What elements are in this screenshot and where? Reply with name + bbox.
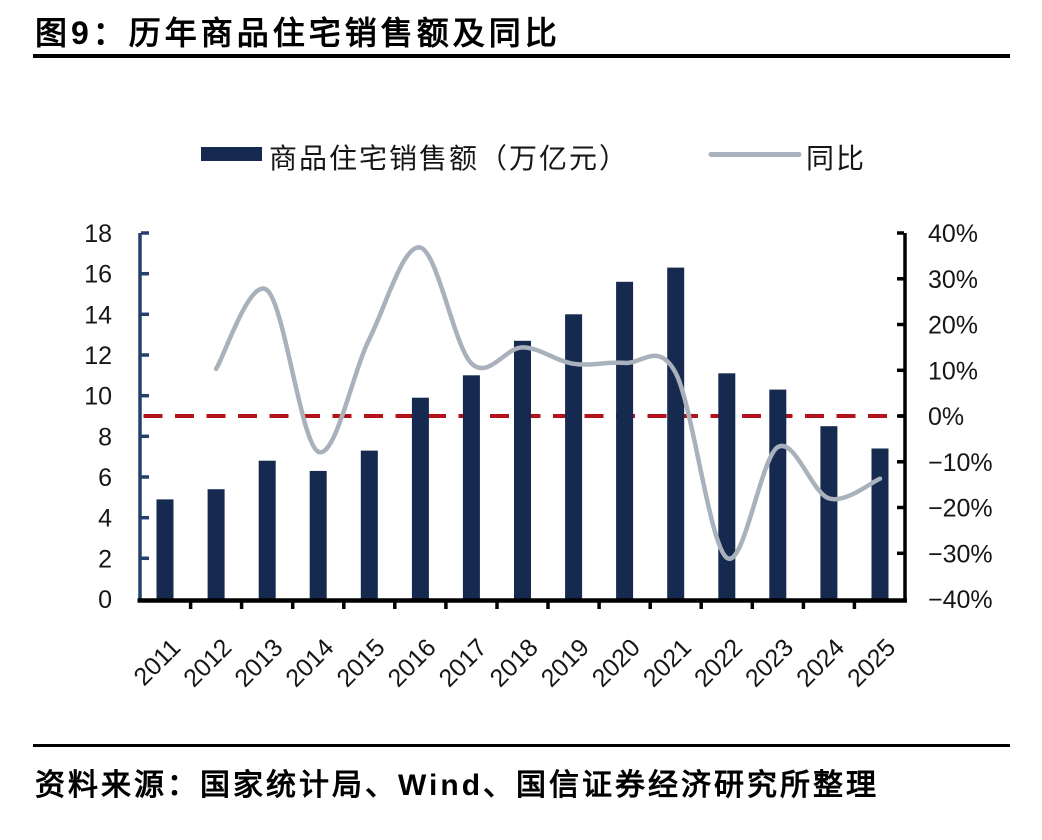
x-label-2023: 2023 [740, 633, 799, 692]
chart-svg: 商品住宅销售额（万亿元） 同比 18 16 14 12 10 8 6 4 2 0 40% 30% 20% 10… [84, 143, 993, 693]
bar-2013 [258, 460, 276, 600]
legend-line-label: 同比 [806, 143, 866, 174]
bar-2024 [820, 426, 838, 600]
right-axis-label: 30% [928, 266, 978, 294]
x-label-2024: 2024 [791, 633, 850, 692]
right-axis-label: 0% [928, 403, 964, 431]
title-underline [33, 54, 1010, 58]
bar-2017 [462, 375, 480, 600]
right-axis-label: 20% [928, 312, 978, 340]
bar-2014 [309, 470, 327, 600]
bar-2020 [616, 281, 634, 600]
bars [156, 267, 889, 600]
right-axis-label: −20% [928, 495, 993, 523]
left-axis-label: 16 [84, 261, 112, 289]
right-axis-label: −40% [928, 586, 993, 614]
bottom-separator [33, 744, 1010, 747]
bar-2023 [769, 389, 787, 600]
right-axis-labels: 40% 30% 20% 10% 0% −10% −20% −30% −40% [928, 220, 993, 614]
axes [137, 231, 907, 609]
left-axis-label: 10 [84, 383, 112, 411]
x-label-2011: 2011 [128, 633, 186, 691]
bar-2016 [411, 397, 429, 600]
left-axis-label: 18 [84, 220, 112, 248]
x-axis-labels: 2011201220132014201520162017201820192020… [128, 633, 901, 692]
left-axis-labels: 18 16 14 12 10 8 6 4 2 0 [84, 220, 112, 614]
bar-2011 [156, 499, 174, 600]
x-label-2022: 2022 [689, 633, 748, 692]
right-axis-label: 40% [928, 220, 978, 248]
bar-2021 [667, 267, 685, 600]
x-label-2013: 2013 [229, 633, 288, 692]
legend-bar-label: 商品住宅销售额（万亿元） [269, 143, 629, 174]
bar-2012 [207, 489, 225, 600]
x-label-2016: 2016 [383, 633, 442, 692]
left-axis-label: 4 [98, 505, 112, 533]
yoy-line [213, 245, 883, 561]
right-axis-label: 10% [928, 357, 978, 385]
bar-2018 [514, 340, 531, 600]
x-label-2018: 2018 [485, 633, 544, 692]
right-axis-label: −30% [928, 540, 993, 568]
bar-2022 [718, 373, 736, 600]
bar-2015 [360, 450, 378, 600]
legend-bar-swatch [201, 147, 262, 161]
x-label-2015: 2015 [331, 633, 390, 692]
x-label-2020: 2020 [587, 633, 646, 692]
x-label-2012: 2012 [178, 633, 237, 692]
source-text: 资料来源：国家统计局、Wind、国信证券经济研究所整理 [35, 769, 880, 802]
bar-2025 [871, 448, 889, 600]
figure-title: 图9：历年商品住宅销售额及同比 [35, 15, 561, 51]
x-label-2021: 2021 [638, 633, 697, 692]
left-axis-label: 8 [98, 423, 112, 451]
left-axis-label: 6 [98, 464, 112, 492]
left-axis-label: 2 [98, 545, 112, 573]
left-axis-label: 12 [84, 342, 112, 370]
x-label-2019: 2019 [536, 633, 595, 692]
x-label-2025: 2025 [842, 633, 901, 692]
legend: 商品住宅销售额（万亿元） 同比 [201, 143, 866, 174]
left-axis-label: 0 [98, 586, 112, 614]
x-label-2014: 2014 [280, 633, 339, 692]
left-axis-label: 14 [84, 301, 112, 329]
bar-2019 [565, 314, 583, 600]
right-axis-label: −10% [928, 449, 993, 477]
x-label-2017: 2017 [434, 633, 493, 692]
